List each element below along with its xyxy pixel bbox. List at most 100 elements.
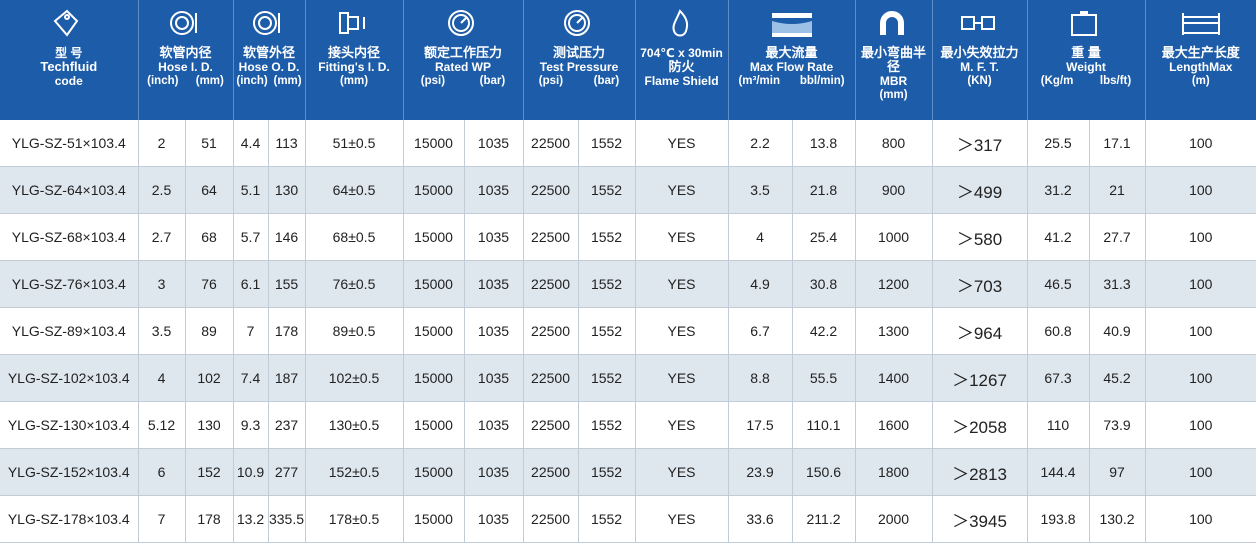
header-icon — [933, 0, 1027, 46]
table-cell: YLG-SZ-76×103.4 — [0, 260, 139, 308]
table-cell: 1552 — [578, 354, 636, 402]
table-row: YLG-SZ-152×103.4 6 152 10.9 277 152±0.5 15000 1… — [0, 448, 1256, 496]
table-cell: 100 — [1145, 166, 1256, 214]
header-line: M. F. T. — [960, 60, 999, 74]
header-row: 型 号 Techfluid code 软管内径 Hose I. D. (inch) (mm)… — [0, 0, 1256, 120]
table-cell: 76±0.5 — [305, 260, 404, 308]
column-header: 最大流量 Max Flow Rate (m³/min bbl/min) — [728, 0, 856, 120]
table-cell: 7 — [233, 307, 269, 355]
header-line: 重 量 — [1071, 45, 1101, 60]
header-line: Hose I. D. — [158, 60, 213, 74]
header-icon — [306, 0, 403, 46]
table-cell: 1035 — [464, 448, 524, 496]
table-cell: 130±0.5 — [305, 401, 404, 449]
unit-label: (bar) — [593, 75, 620, 87]
table-cell: 22500 — [523, 260, 579, 308]
table-cell: 102 — [185, 354, 234, 402]
header-line: 接头内径 — [327, 45, 380, 60]
unit-label: (mm) — [879, 89, 908, 101]
unit-label: (psi) — [420, 75, 446, 87]
table-cell: ＞2813 — [932, 448, 1028, 496]
table-cell: 144.4 — [1027, 448, 1090, 496]
unit-label: (m³/min — [738, 75, 780, 87]
unit-label: lbs/ft) — [1099, 75, 1132, 87]
column-header: 最小失效拉力 M. F. T. (KN) — [932, 0, 1028, 120]
table-cell: 23.9 — [728, 448, 793, 496]
table-cell: 7.4 — [233, 354, 269, 402]
table-cell: 1552 — [578, 260, 636, 308]
table-cell: 21.8 — [792, 166, 856, 214]
table-cell: YES — [635, 401, 729, 449]
icon — [253, 11, 280, 35]
table-cell: 15000 — [403, 401, 465, 449]
table-cell: 15000 — [403, 448, 465, 496]
column-header: 最大生产长度 LengthMax (m) — [1145, 0, 1256, 120]
unit-label: (KN) — [967, 75, 992, 87]
table-cell: 89 — [185, 307, 234, 355]
header-line: LengthMax — [1169, 60, 1233, 74]
column-header: 额定工作压力 Rated WP (psi) (bar) — [403, 0, 524, 120]
table-cell: 46.5 — [1027, 260, 1090, 308]
column-header: 重 量 Weight (Kg/m lbs/ft) — [1027, 0, 1146, 120]
table-cell: 155 — [268, 260, 306, 308]
header-icon — [404, 0, 523, 46]
table-cell: 22500 — [523, 213, 579, 261]
table-cell: 3 — [138, 260, 186, 308]
table-cell: 10.9 — [233, 448, 269, 496]
table-cell: YES — [635, 307, 729, 355]
table-cell: 335.5 — [268, 495, 306, 543]
table-cell: 89±0.5 — [305, 307, 404, 355]
table-cell: 277 — [268, 448, 306, 496]
table-cell: 110 — [1027, 401, 1090, 449]
table-cell: 100 — [1145, 448, 1256, 496]
table-row: YLG-SZ-178×103.4 7 178 13.2 335.5 178±0.5 1500… — [0, 495, 1256, 543]
header-units: (KN) — [933, 74, 1027, 88]
table-cell: 2.7 — [138, 213, 186, 261]
table-cell: 152±0.5 — [305, 448, 404, 496]
header-line: Max Flow Rate — [749, 60, 834, 74]
table-cell: 73.9 — [1089, 401, 1146, 449]
table-cell: YES — [635, 213, 729, 261]
table-cell: YES — [635, 448, 729, 496]
header-line: 最大流量 — [765, 45, 818, 60]
icon — [960, 16, 995, 30]
table-cell: 237 — [268, 401, 306, 449]
table-cell: 110.1 — [792, 401, 856, 449]
table-cell: YES — [635, 166, 729, 214]
header-icon — [856, 0, 932, 46]
table-cell: YLG-SZ-178×103.4 — [0, 495, 139, 543]
table-cell: 100 — [1145, 354, 1256, 402]
header-line: code — [54, 74, 83, 88]
table-cell: 22500 — [523, 166, 579, 214]
table-cell: 67.3 — [1027, 354, 1090, 402]
table-cell: 1035 — [464, 495, 524, 543]
table-cell: 1552 — [578, 448, 636, 496]
table-cell: 800 — [855, 120, 933, 167]
table-cell: 22500 — [523, 448, 579, 496]
table-cell: 100 — [1145, 307, 1256, 355]
table-cell: 1800 — [855, 448, 933, 496]
table-cell: 15000 — [403, 213, 465, 261]
table-cell: ＞703 — [932, 260, 1028, 308]
column-header: 软管外径 Hose O. D. (inch) (mm) — [233, 0, 306, 120]
table-cell: ＞1267 — [932, 354, 1028, 402]
header-line: Weight — [1066, 60, 1106, 74]
unit-label: (mm) — [195, 75, 224, 87]
unit-label: (mm) — [273, 75, 302, 87]
table-cell: 3.5 — [728, 166, 793, 214]
table-cell: 130 — [268, 166, 306, 214]
table-cell: 55.5 — [792, 354, 856, 402]
icon — [448, 10, 474, 36]
table-cell: 1035 — [464, 401, 524, 449]
table-cell: 15000 — [403, 260, 465, 308]
header-units: (inch) (mm) — [234, 74, 305, 88]
table-cell: 40.9 — [1089, 307, 1146, 355]
table-cell: 68±0.5 — [305, 213, 404, 261]
table-cell: ＞2058 — [932, 401, 1028, 449]
header-line: Flame Shield — [644, 74, 719, 88]
column-header: 接头内径 Fitting's I. D. (mm) — [305, 0, 404, 120]
table-cell: YES — [635, 354, 729, 402]
icon — [1181, 13, 1220, 35]
header-line: 型 号 — [55, 46, 83, 60]
table-cell: 1600 — [855, 401, 933, 449]
